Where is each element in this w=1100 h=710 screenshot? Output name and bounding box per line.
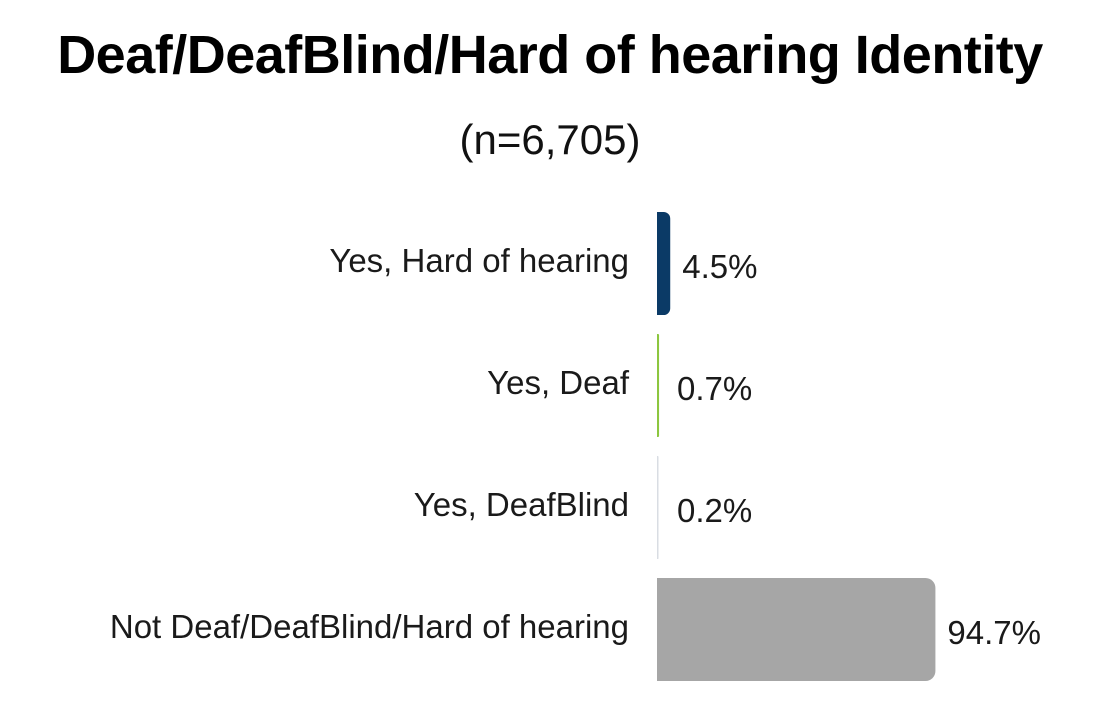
bars-layer: Yes, Hard of hearing 4.5% Yes, Deaf 0.7% Yes… — [110, 212, 1041, 681]
value-label: 4.5% — [682, 248, 757, 285]
bar-3 — [657, 456, 659, 559]
bar-2 — [657, 334, 660, 437]
category-label: Yes, DeafBlind — [414, 486, 629, 523]
value-label: 94.7% — [947, 614, 1041, 651]
bar-4 — [657, 578, 936, 681]
bar-1 — [657, 212, 671, 315]
category-label: Yes, Hard of hearing — [329, 242, 629, 279]
value-label: 0.2% — [677, 492, 752, 529]
value-label: 0.7% — [677, 370, 752, 407]
chart-title: Deaf/DeafBlind/Hard of hearing Identity — [57, 25, 1043, 85]
chart-subtitle: (n=6,705) — [459, 116, 641, 163]
category-label: Yes, Deaf — [487, 364, 630, 401]
category-label: Not Deaf/DeafBlind/Hard of hearing — [110, 608, 629, 645]
